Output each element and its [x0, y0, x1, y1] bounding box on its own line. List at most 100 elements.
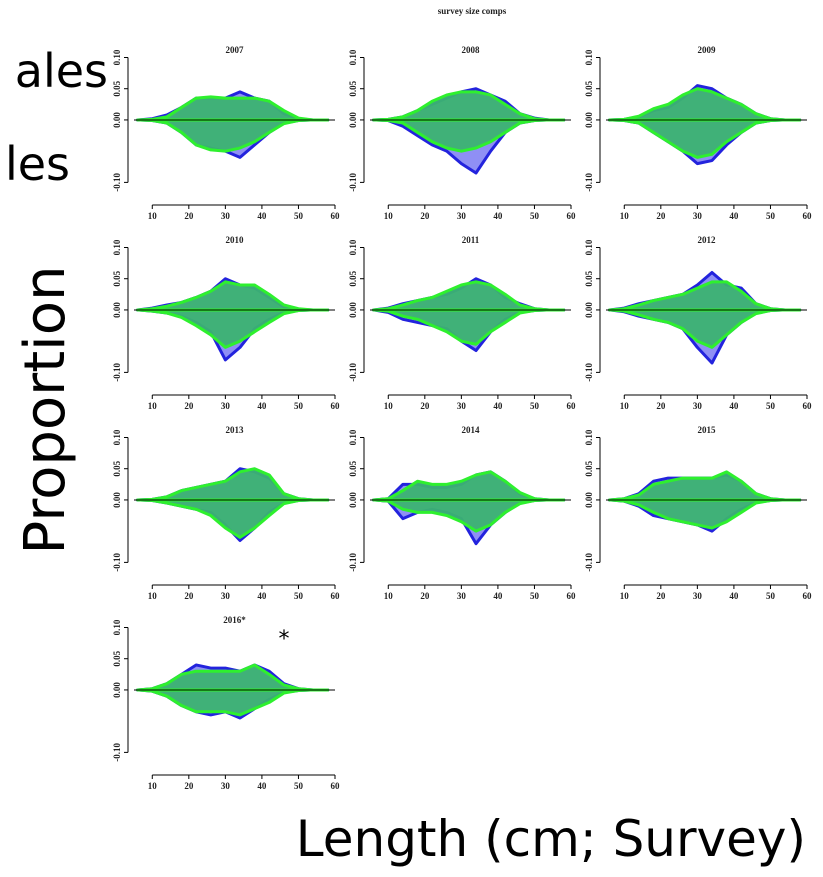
y-tick-label: -0.10 [584, 553, 594, 572]
y-tick-label: -0.10 [348, 173, 358, 192]
y-tick-label: -0.10 [112, 173, 122, 192]
x-tick-label: 40 [257, 211, 267, 221]
y-tick-label: 0.00 [112, 112, 122, 128]
y-tick-label: 0.00 [348, 302, 358, 318]
y-tick-label: 0.10 [348, 239, 358, 255]
x-tick-label: 10 [620, 591, 630, 601]
y-tick-label: 0.00 [112, 492, 122, 508]
y-tick-label: 0.05 [112, 650, 122, 666]
size-comp-area [136, 280, 330, 312]
x-tick-label: 40 [729, 401, 739, 411]
x-tick-label: 30 [221, 401, 231, 411]
y-tick-label: 0.00 [584, 112, 594, 128]
y-tick-label: 0.05 [348, 270, 358, 286]
size-comp-area [608, 118, 802, 159]
x-tick-label: 50 [294, 401, 304, 411]
size-comp-area [608, 498, 802, 530]
legend-fragment: ales [15, 44, 108, 98]
x-tick-label: 10 [148, 401, 158, 411]
panel-title: 2013 [226, 425, 245, 435]
x-tick-label: 30 [457, 211, 467, 221]
y-tick-label: -0.10 [584, 173, 594, 192]
x-tick-label: 60 [331, 211, 341, 221]
x-tick-label: 20 [184, 401, 194, 411]
size-comp-area [372, 280, 566, 312]
y-tick-label: 0.05 [584, 80, 594, 96]
size-comp-area [372, 308, 566, 346]
panel-title: 2007 [226, 45, 245, 55]
x-tick-label: 10 [148, 591, 158, 601]
y-tick-label: 0.10 [348, 49, 358, 65]
x-tick-label: 20 [656, 401, 666, 411]
y-tick-label: 0.05 [584, 270, 594, 286]
x-tick-label: 40 [493, 211, 503, 221]
size-comp-area [608, 308, 802, 349]
x-tick-label: 50 [766, 591, 776, 601]
x-tick-label: 30 [457, 591, 467, 601]
x-tick-label: 30 [693, 211, 703, 221]
x-tick-label: 20 [184, 211, 194, 221]
y-axis-label: Proportion [13, 266, 78, 555]
x-tick-label: 40 [257, 781, 267, 791]
x-tick-label: 40 [493, 591, 503, 601]
panel-title: 2015 [698, 425, 717, 435]
y-tick-label: -0.10 [112, 553, 122, 572]
annotation: * [279, 627, 290, 652]
size-comp-area [372, 90, 566, 122]
x-tick-label: 60 [803, 401, 813, 411]
y-tick-label: 0.05 [348, 80, 358, 96]
y-tick-label: 0.00 [584, 302, 594, 318]
legend-fragment: les [5, 137, 70, 191]
panel-title: 2016* [223, 615, 246, 625]
y-tick-label: 0.10 [112, 619, 122, 635]
size-comp-area [136, 688, 330, 717]
x-tick-label: 60 [331, 781, 341, 791]
x-tick-label: 60 [567, 401, 577, 411]
size-comp-area [608, 280, 802, 312]
y-tick-label: -0.10 [348, 363, 358, 382]
y-tick-label: 0.05 [348, 460, 358, 476]
x-tick-label: 10 [620, 401, 630, 411]
y-tick-label: 0.05 [584, 460, 594, 476]
size-comp-area [608, 470, 802, 502]
x-tick-label: 50 [530, 591, 540, 601]
y-tick-label: 0.10 [584, 429, 594, 445]
x-tick-label: 10 [384, 211, 394, 221]
y-tick-label: 0.10 [584, 49, 594, 65]
x-tick-label: 20 [184, 781, 194, 791]
size-comp-area [136, 498, 330, 539]
size-comp-area [136, 308, 330, 349]
panel-title: 2011 [462, 235, 480, 245]
x-tick-label: 10 [148, 211, 158, 221]
panel-title: 2008 [462, 45, 481, 55]
x-tick-label: 30 [457, 401, 467, 411]
y-tick-label: 0.05 [112, 80, 122, 96]
y-tick-label: -0.10 [348, 553, 358, 572]
x-tick-label: 20 [656, 591, 666, 601]
x-tick-label: 20 [420, 211, 430, 221]
x-tick-label: 20 [656, 211, 666, 221]
y-tick-label: 0.10 [348, 429, 358, 445]
x-tick-label: 30 [693, 591, 703, 601]
y-tick-label: -0.10 [584, 363, 594, 382]
x-tick-label: 50 [294, 211, 304, 221]
panel-title: 2012 [698, 235, 717, 245]
x-tick-label: 60 [567, 211, 577, 221]
x-tick-label: 10 [384, 591, 394, 601]
y-tick-label: 0.10 [112, 429, 122, 445]
size-comp-area [608, 87, 802, 122]
x-tick-label: 50 [530, 401, 540, 411]
x-tick-label: 60 [331, 591, 341, 601]
y-tick-label: -0.10 [112, 363, 122, 382]
x-tick-label: 40 [257, 591, 267, 601]
y-tick-label: 0.10 [112, 239, 122, 255]
x-tick-label: 20 [420, 401, 430, 411]
y-tick-label: -0.10 [112, 743, 122, 762]
y-tick-label: 0.10 [112, 49, 122, 65]
y-tick-label: 0.00 [112, 682, 122, 698]
figure-title: survey size comps [438, 6, 507, 16]
x-tick-label: 60 [331, 401, 341, 411]
y-tick-label: 0.00 [112, 302, 122, 318]
panel-title: 2010 [226, 235, 245, 245]
x-tick-label: 50 [294, 781, 304, 791]
